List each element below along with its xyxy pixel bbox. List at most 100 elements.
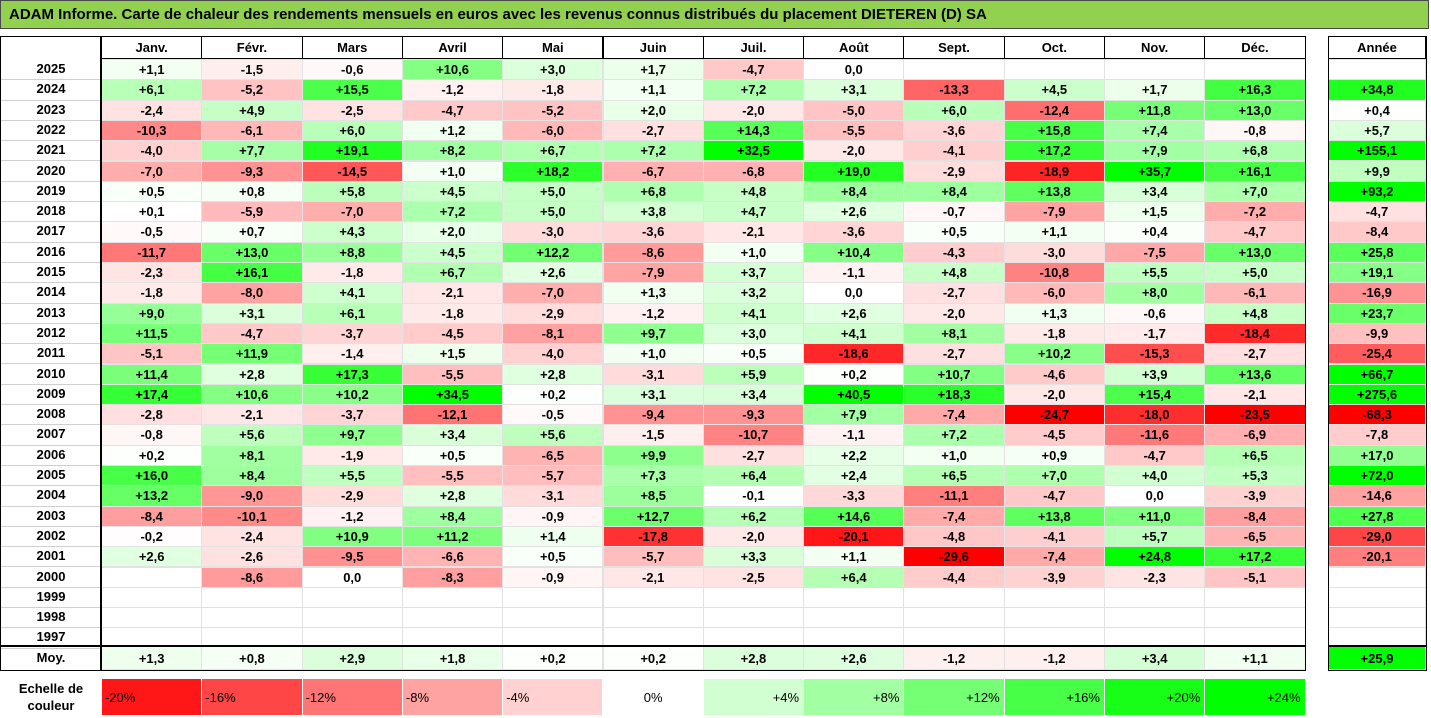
heatmap-cell: +15,5 (301, 79, 403, 101)
heatmap-cell: -5,2 (502, 99, 604, 121)
row-year-label: 2003 (1, 506, 101, 527)
annual-cell: +19,1 (1328, 262, 1426, 284)
scale-swatch: +24% (1204, 678, 1306, 716)
heatmap-cell: -18,4 (1204, 322, 1306, 345)
heatmap-cell: +2,6 (502, 262, 604, 284)
heatmap-cell: -6,5 (1204, 525, 1306, 548)
heatmap-cell: -7,4 (1003, 546, 1105, 568)
heatmap-cell: +2,0 (602, 99, 704, 121)
heatmap-cell: -1,9 (301, 444, 403, 466)
heatmap-cell: -17,8 (602, 525, 704, 548)
month-header: Janv. (101, 36, 203, 59)
row-year-label: 2020 (1, 161, 101, 182)
heatmap-cell: +5,5 (301, 465, 403, 487)
heatmap-cell: +5,7 (1104, 525, 1206, 548)
average-label: Moy. (36, 650, 66, 665)
scale-swatch: 0% (602, 678, 704, 716)
annual-cell: -29,0 (1328, 525, 1426, 548)
heatmap-cell: -9,0 (201, 485, 303, 507)
row-year-label: 2007 (1, 424, 101, 446)
heatmap-cell: +8,0 (1104, 282, 1206, 304)
scale-swatch: +16% (1003, 678, 1105, 716)
heatmap-cell: +8,8 (301, 241, 403, 263)
heatmap-cell: +17,2 (1204, 546, 1306, 568)
heatmap-cell: +35,7 (1104, 160, 1206, 182)
scale-swatch: -12% (301, 678, 403, 716)
heatmap-cell: 0,0 (1104, 485, 1206, 507)
heatmap-cell: -2,5 (301, 99, 403, 121)
heatmap-cell: +1,1 (101, 59, 203, 81)
heatmap-cell: -4,5 (1003, 424, 1105, 446)
heatmap-cell: +11,5 (101, 322, 203, 345)
heatmap-cell: +0,5 (502, 546, 604, 568)
month-header: Févr. (201, 36, 303, 59)
heatmap-cell: -1,5 (602, 424, 704, 446)
heatmap-cell: -0,9 (502, 566, 604, 588)
heatmap-cell: +1,0 (903, 444, 1005, 466)
heatmap-cell: +3,4 (1104, 180, 1206, 203)
heatmap-cell: +3,3 (702, 546, 805, 568)
heatmap-cell (401, 586, 504, 609)
heatmap-cell: +13,6 (1204, 363, 1306, 385)
heatmap-cell: +4,8 (702, 180, 805, 203)
heatmap-cell: -7,4 (903, 505, 1005, 527)
average-cell: +3,4 (1104, 646, 1206, 670)
heatmap-cell: +3,9 (1104, 363, 1206, 385)
heatmap-cell: -1,1 (803, 262, 905, 284)
heatmap-cell: +19,1 (301, 140, 403, 162)
heatmap-cell (903, 59, 1005, 81)
heatmap-cell: -0,2 (101, 525, 203, 548)
heatmap-cell: -13,3 (903, 79, 1005, 101)
heatmap-cell: -2,7 (1204, 343, 1306, 365)
row-year-label: 2002 (1, 526, 101, 548)
heatmap-cell: -0,8 (1204, 119, 1306, 142)
heatmap-cell: -2,0 (702, 99, 805, 121)
scale-swatch: -4% (502, 678, 604, 716)
row-year-label: 2019 (1, 181, 101, 203)
heatmap-cell: -6,6 (401, 546, 504, 568)
heatmap-cell: +3,1 (201, 302, 303, 324)
heatmap-cell: +0,5 (101, 180, 203, 203)
heatmap-cell: -1,4 (301, 343, 403, 365)
heatmap-cell: +10,2 (301, 383, 403, 406)
heatmap-cell: -9,5 (301, 546, 403, 568)
scale-swatch: +8% (803, 678, 905, 716)
heatmap-cell: +4,9 (201, 99, 303, 121)
heatmap-cell (602, 586, 704, 609)
heatmap-cell (602, 607, 704, 629)
average-cell: +2,6 (803, 646, 905, 670)
heatmap-cell: +11,9 (201, 343, 303, 365)
heatmap-cell: -2,7 (602, 119, 704, 142)
heatmap-cell: -29,6 (903, 546, 1005, 568)
heatmap-cell: -4,7 (401, 99, 504, 121)
heatmap-cell: -2,1 (602, 566, 704, 588)
annual-cell: -68,3 (1328, 404, 1426, 426)
row-year-label: 2022 (1, 120, 101, 142)
heatmap-cell: -3,9 (1003, 566, 1105, 588)
heatmap-cell: +1,1 (803, 546, 905, 568)
annual-cell: +25,8 (1328, 241, 1426, 263)
heatmap-cell: +10,6 (401, 59, 504, 81)
heatmap-cell: +8,4 (903, 180, 1005, 203)
heatmap-cell: -1,8 (502, 79, 604, 101)
heatmap-cell: -3,9 (1204, 485, 1306, 507)
heatmap-cell (502, 586, 604, 609)
heatmap-cell: +6,8 (1204, 140, 1306, 162)
heatmap-cell: +1,3 (602, 282, 704, 304)
heatmap-cell: -0,6 (301, 59, 403, 81)
heatmap-cell: -9,3 (201, 160, 303, 182)
heatmap-cell (301, 607, 403, 629)
heatmap-cell: +4,1 (702, 302, 805, 324)
heatmap-cell: -3,1 (602, 363, 704, 385)
heatmap-cell: -1,7 (1104, 322, 1206, 345)
annual-cell (1328, 59, 1426, 81)
row-year-label: 2008 (1, 404, 101, 426)
heatmap-cell: -5,9 (201, 201, 303, 223)
row-year-label: 1998 (1, 607, 101, 629)
heatmap-cell: +32,5 (702, 140, 805, 162)
heatmap-cell: +10,7 (903, 363, 1005, 385)
annual-cell: +23,7 (1328, 302, 1426, 324)
heatmap-cell: +13,2 (101, 485, 203, 507)
heatmap-cell: +5,3 (1204, 465, 1306, 487)
heatmap-cell: +6,0 (301, 119, 403, 142)
